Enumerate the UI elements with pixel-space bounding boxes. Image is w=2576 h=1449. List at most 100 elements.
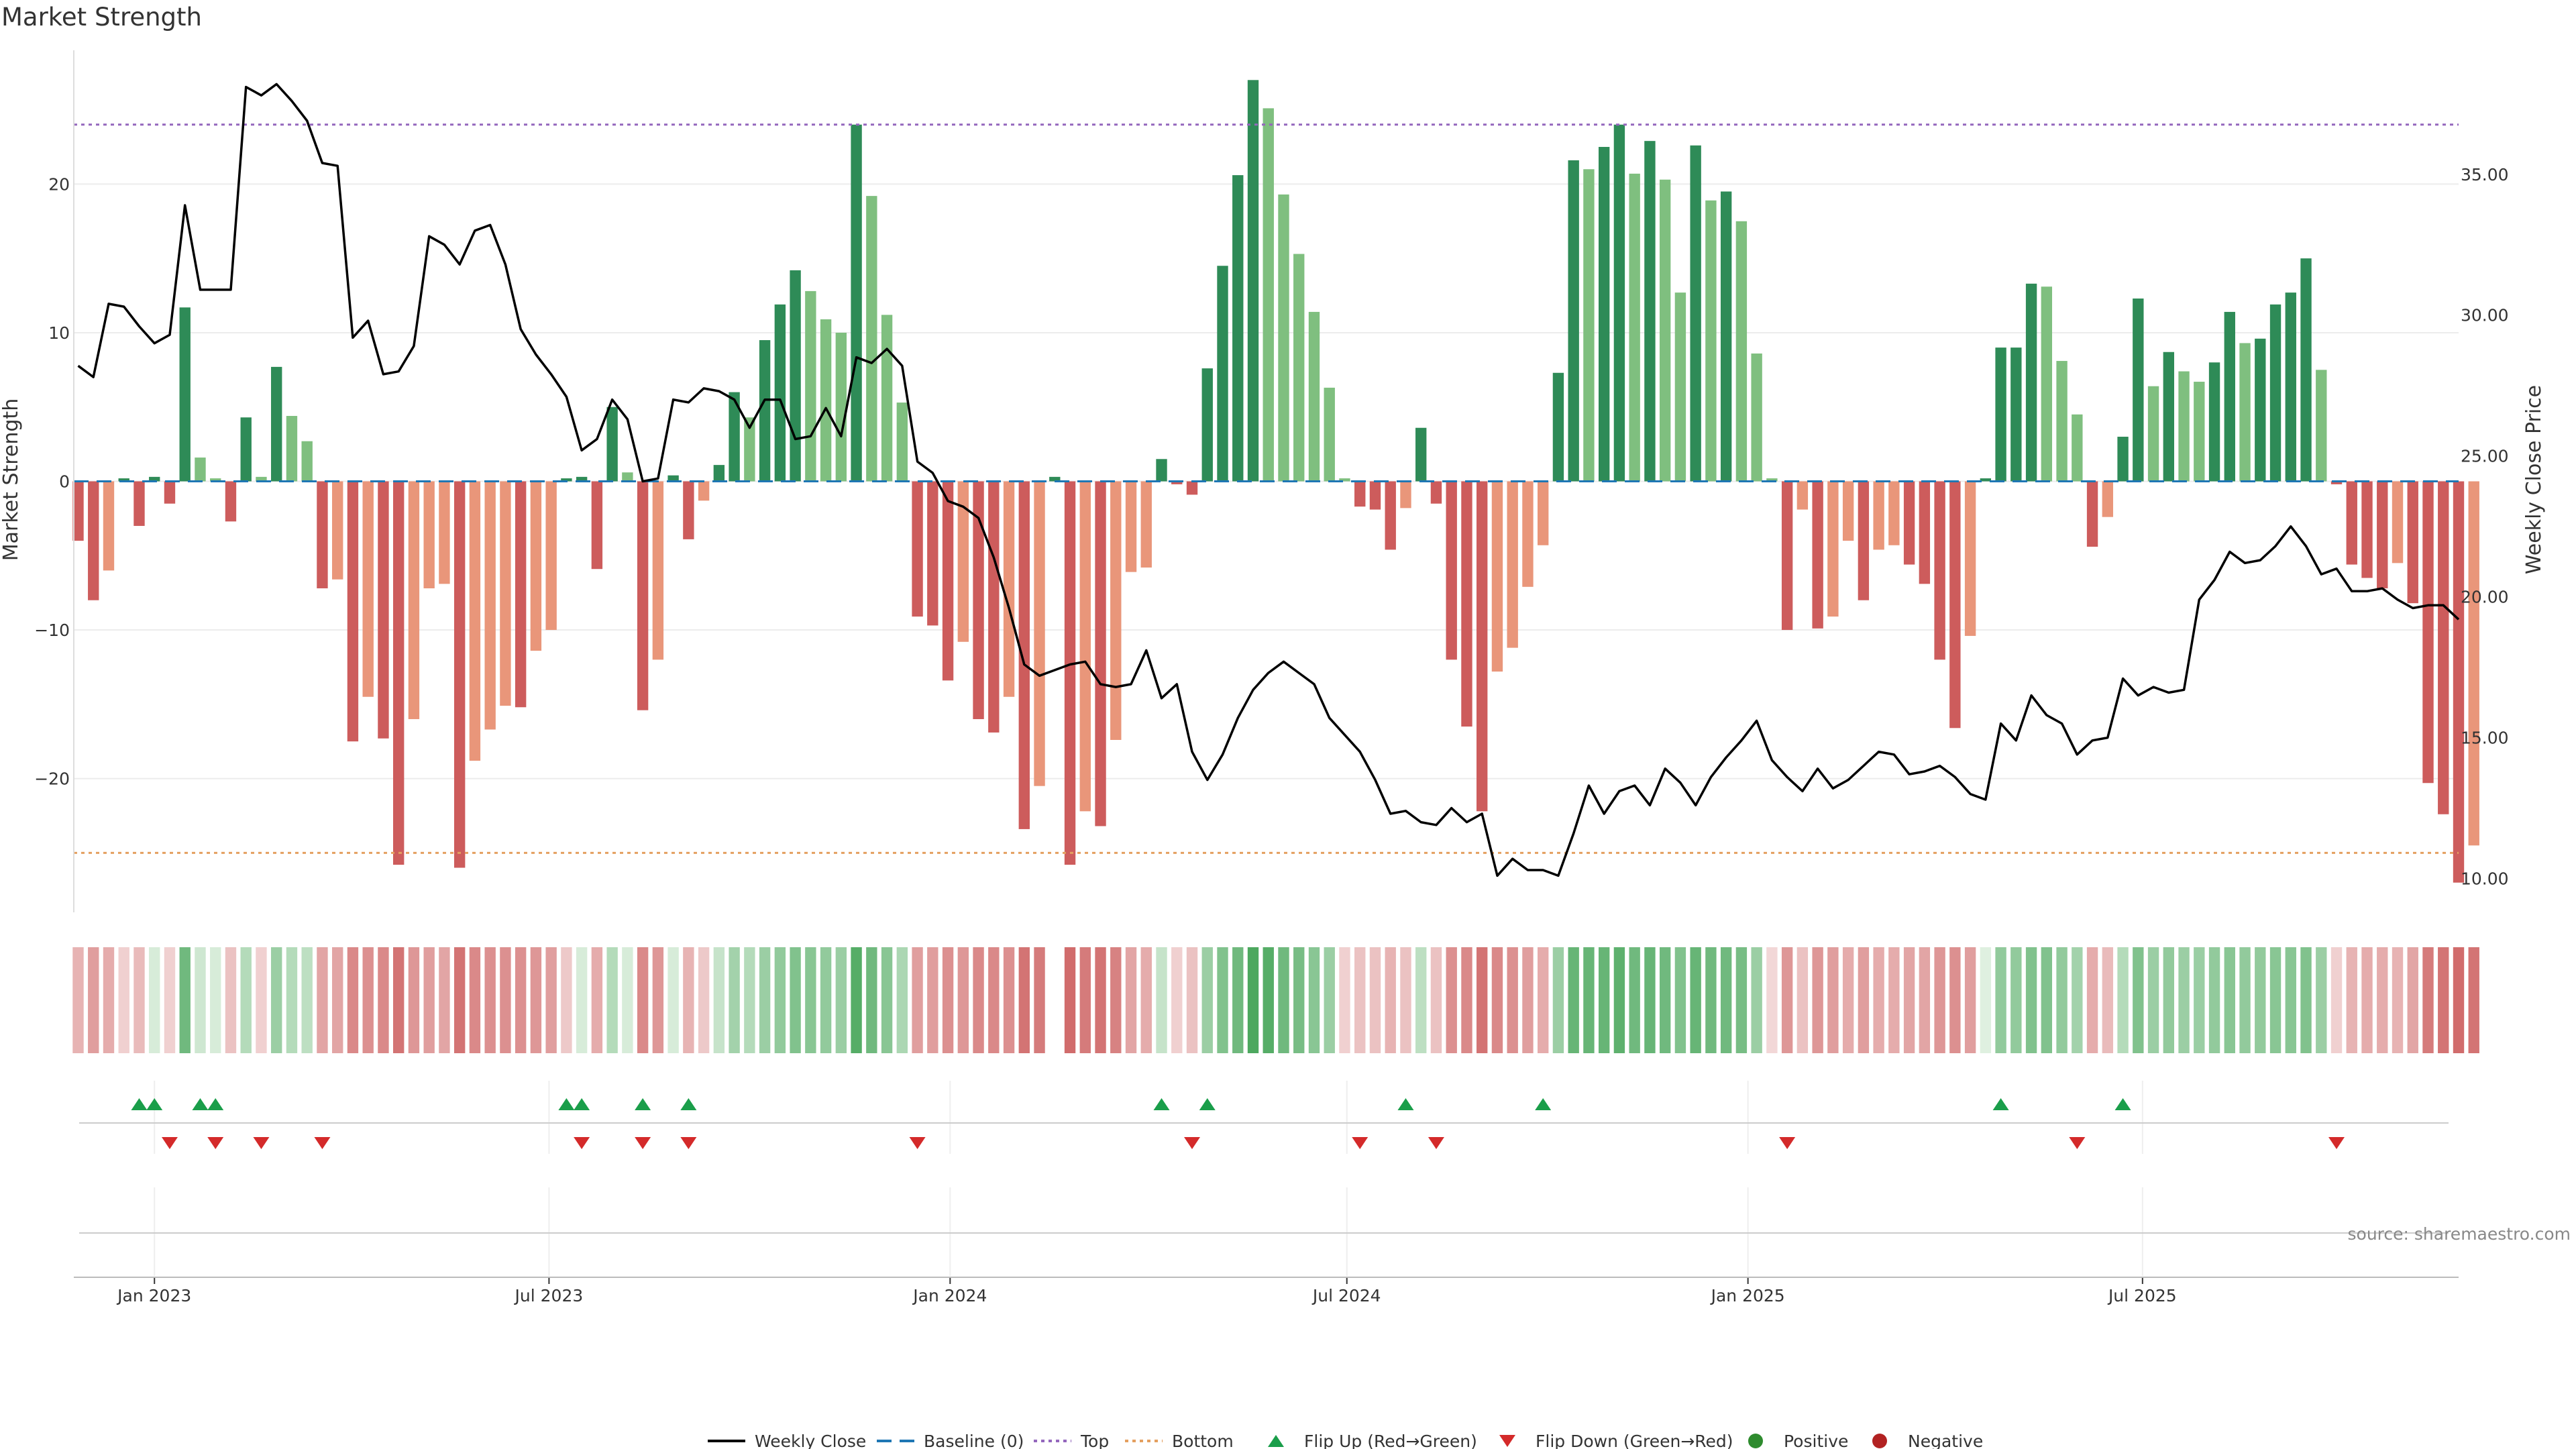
heat-cell [1919, 947, 1931, 1053]
heat-cell [1156, 947, 1167, 1053]
heat-cell [1308, 947, 1320, 1053]
heat-cell [332, 947, 343, 1053]
strength-bar [2453, 481, 2465, 883]
strength-bar [561, 478, 572, 482]
strength-bar [698, 481, 710, 501]
strength-bar [1873, 481, 1884, 550]
legend-item: Negative [1872, 1432, 1983, 1449]
strength-bar [1430, 481, 1442, 504]
heat-cell [2468, 947, 2479, 1053]
legend-label: Bottom [1172, 1432, 1234, 1449]
strength-bar [1400, 481, 1411, 508]
heat-cell [790, 947, 801, 1053]
heat-cell [2407, 947, 2418, 1053]
strength-bar [2422, 481, 2434, 784]
flip-down-marker [207, 1137, 224, 1149]
heat-cell [774, 947, 786, 1053]
level-lines [74, 123, 2459, 854]
strength-bar [1842, 481, 1854, 541]
strength-bar [2361, 481, 2373, 578]
x-tick-label: Jan 2024 [912, 1286, 987, 1305]
flip-down-marker [1428, 1137, 1444, 1149]
strength-bar [667, 475, 679, 482]
heat-cell [2072, 947, 2083, 1053]
heat-cell [591, 947, 603, 1053]
strength-bar [1583, 169, 1595, 482]
heat-cell [1018, 947, 1030, 1053]
strength-bar [118, 478, 129, 482]
strength-bar [1278, 194, 1289, 482]
strength-bar [1674, 292, 1686, 482]
heat-cell [576, 947, 588, 1053]
heat-cell [2041, 947, 2053, 1053]
heat-cell [1568, 947, 1579, 1053]
heat-cell [1171, 947, 1183, 1053]
heat-cell [2330, 947, 2343, 1053]
legend-label: Flip Down (Green→Red) [1536, 1432, 1733, 1449]
heat-cell [2208, 947, 2220, 1053]
strength-bar [2072, 414, 2083, 482]
heat-cell [1613, 947, 1625, 1053]
strength-bar [896, 402, 908, 482]
strength-bar [851, 124, 862, 482]
heat-cell [2178, 947, 2190, 1053]
heat-cell [1766, 947, 1778, 1053]
strength-bar [790, 270, 801, 482]
strength-bar [378, 481, 389, 739]
strength-bar [72, 481, 84, 541]
strength-bar [1354, 481, 1366, 507]
strength-bar [362, 481, 374, 697]
heat-cell [1003, 947, 1015, 1053]
heat-cell [713, 947, 725, 1053]
heat-cell [1415, 947, 1427, 1053]
heat-cell [1934, 947, 1945, 1053]
strength-bar [1110, 481, 1122, 740]
heat-cell [1781, 947, 1793, 1053]
heat-cell [1400, 947, 1411, 1053]
strength-bar [2025, 283, 2037, 482]
flip-down-marker [574, 1137, 590, 1149]
strength-bar [1477, 481, 1488, 812]
strength-bar [652, 481, 664, 660]
flip-down-marker [909, 1137, 926, 1149]
strength-bar [484, 481, 496, 730]
strength-bar [133, 481, 145, 526]
heat-cell [2025, 947, 2037, 1053]
heat-cell [561, 947, 572, 1053]
legend-swatch-positive [1748, 1434, 1763, 1448]
strength-bar [1629, 173, 1640, 482]
strength-bar [332, 481, 343, 580]
heat-cell [439, 947, 450, 1053]
strength-bar [1766, 478, 1778, 482]
heat-cell [164, 947, 176, 1053]
strength-bar [1003, 481, 1015, 697]
heat-cell [545, 947, 557, 1053]
strength-bar [1751, 353, 1762, 482]
x-tick-label: Jul 2025 [2107, 1286, 2177, 1305]
legend-item: Weekly Close [708, 1432, 866, 1449]
heat-cell [1110, 947, 1122, 1053]
legend-item: Flip Down (Green→Red) [1499, 1432, 1733, 1449]
strength-bar [820, 319, 832, 482]
heat-cell [286, 947, 298, 1053]
heat-cell [2316, 947, 2327, 1053]
flip-down-marker [2328, 1137, 2345, 1149]
strength-bar [1903, 481, 1915, 565]
heat-cell [453, 947, 466, 1053]
heat-cell [2194, 947, 2205, 1053]
heat-cell [744, 947, 755, 1053]
strength-bar [301, 441, 313, 482]
strength-bar [210, 478, 221, 482]
strength-bar [439, 481, 450, 584]
heat-cell [179, 947, 191, 1053]
heat-cell [1201, 947, 1213, 1053]
strength-bar [1934, 481, 1945, 660]
heat-cell [362, 947, 374, 1053]
heat-cell [1278, 947, 1289, 1053]
flip-up-marker [1397, 1098, 1414, 1110]
heat-cell [1751, 947, 1762, 1053]
heat-cell [256, 947, 267, 1053]
heat-cell [866, 947, 877, 1053]
heat-cell [729, 947, 740, 1053]
heat-cell [1949, 947, 1961, 1053]
